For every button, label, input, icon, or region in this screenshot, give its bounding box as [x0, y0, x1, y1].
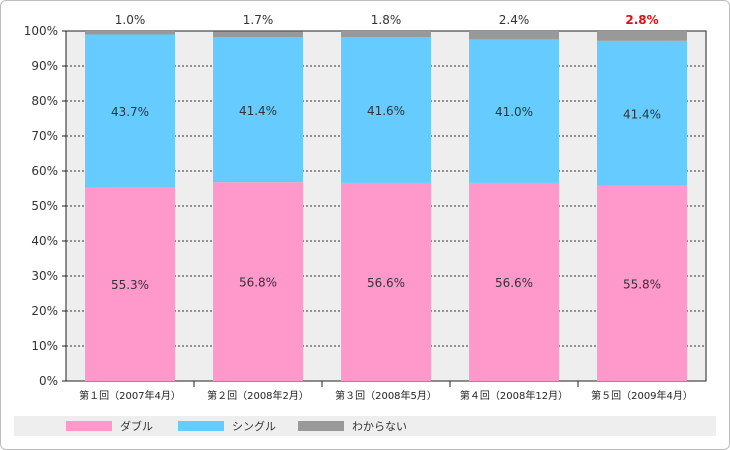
legend-swatch	[66, 421, 112, 431]
x-tick-label: 第２回（2008年2月）	[207, 389, 309, 402]
data-label: 56.6%	[495, 276, 533, 290]
y-tick-label: 20%	[31, 304, 58, 318]
y-tick-label: 10%	[31, 339, 58, 353]
data-label-top: 1.0%	[115, 13, 146, 27]
data-label-top: 2.8%	[625, 13, 658, 27]
legend-swatch	[178, 421, 224, 431]
bar-segment	[469, 39, 559, 183]
data-label: 41.0%	[495, 105, 533, 119]
bar-segment	[213, 182, 303, 381]
data-label: 43.7%	[111, 105, 149, 119]
data-label-top: 2.4%	[499, 13, 530, 27]
y-tick-label: 90%	[31, 59, 58, 73]
data-label: 55.3%	[111, 278, 149, 292]
y-tick-label: 0%	[39, 374, 58, 388]
x-tick-label: 第３回（2008年5月）	[335, 389, 437, 402]
legend-swatch	[298, 421, 344, 431]
bar-segment	[341, 37, 431, 183]
bar-segment	[341, 31, 431, 38]
bar-segment	[597, 40, 687, 186]
x-tick-label: 第５回（2009年4月）	[591, 389, 693, 402]
data-label: 55.8%	[623, 277, 661, 291]
data-label: 41.4%	[623, 107, 661, 121]
data-label: 56.8%	[239, 276, 277, 290]
bar-segment	[597, 31, 687, 41]
data-label: 56.6%	[367, 276, 405, 290]
bar-segment	[85, 34, 175, 188]
bar-segment	[341, 182, 431, 381]
y-tick-label: 50%	[31, 199, 58, 213]
y-tick-label: 80%	[31, 94, 58, 108]
bar-segment	[213, 31, 303, 38]
data-label: 41.6%	[367, 104, 405, 118]
y-tick-label: 100%	[24, 24, 58, 38]
legend-label: シングル	[232, 419, 276, 433]
bar-segment	[85, 187, 175, 381]
legend-label: ダブル	[120, 419, 153, 433]
bar-segment	[213, 37, 303, 183]
y-tick-label: 70%	[31, 129, 58, 143]
x-tick-label: 第１回（2007年4月）	[79, 389, 181, 402]
bar-segment	[597, 185, 687, 381]
bar-segment	[85, 31, 175, 35]
y-tick-label: 30%	[31, 269, 58, 283]
y-tick-label: 60%	[31, 164, 58, 178]
data-label-top: 1.7%	[243, 13, 274, 27]
bar-segment	[469, 31, 559, 40]
x-tick-label: 第４回（2008年12月）	[460, 389, 568, 402]
bar-segment	[469, 182, 559, 381]
legend-label: わからない	[352, 420, 407, 433]
y-tick-label: 40%	[31, 234, 58, 248]
data-label-top: 1.8%	[371, 13, 402, 27]
data-label: 41.4%	[239, 104, 277, 118]
